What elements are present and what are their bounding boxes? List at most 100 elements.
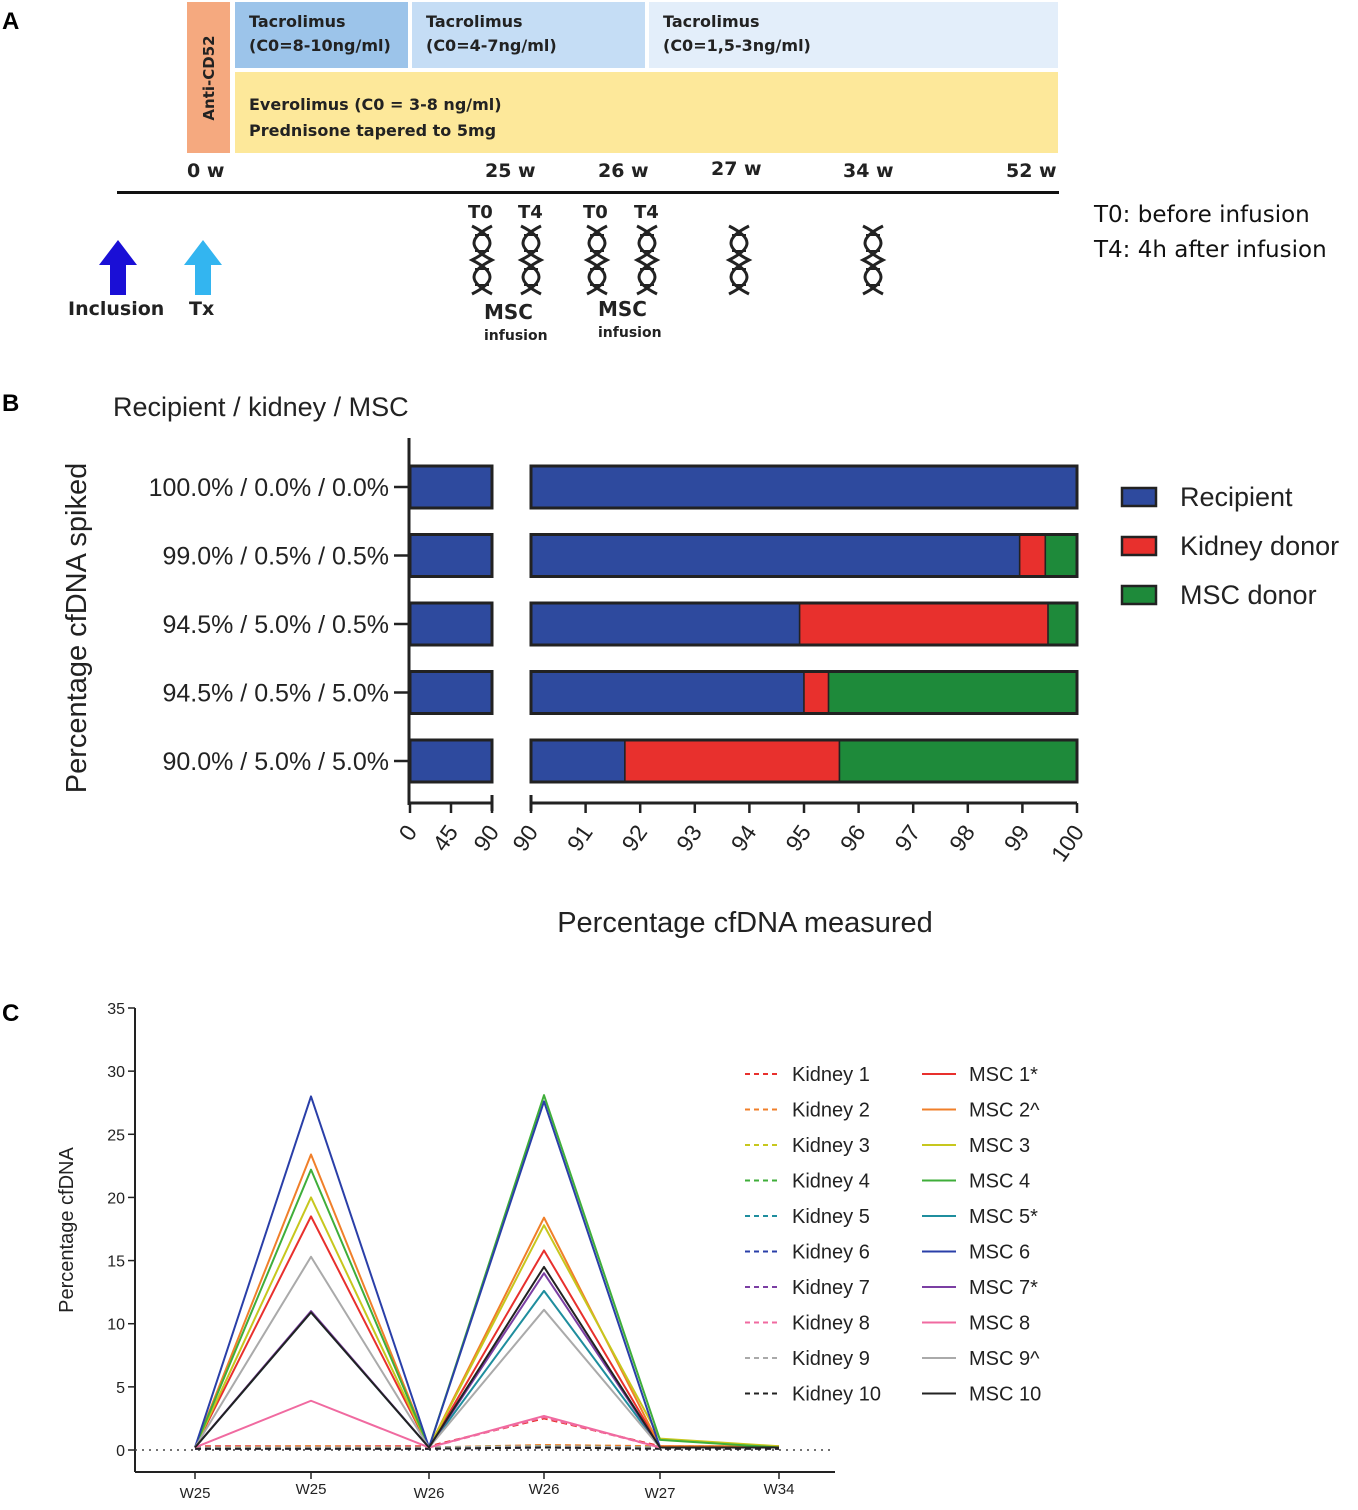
x-tick-label-left-0: 0 (393, 820, 422, 845)
bar-right-kidney-donor-2 (798, 602, 1049, 646)
x-tick-label-right-9: 99 (999, 820, 1035, 856)
legend-text-kidney-10: Kidney 10 (792, 1384, 881, 1406)
bar-right-msc-donor-4 (838, 739, 1078, 783)
tacrolimus-2-name: Tacrolimus (426, 12, 523, 31)
x-tick-label-right-3: 93 (671, 820, 707, 856)
series-line-msc-2 (194, 1153, 779, 1449)
bar-right-kidney-donor-4 (624, 739, 841, 783)
legend-text-msc-1: MSC 1* (969, 1064, 1038, 1086)
dna-icon-w26-t0 (585, 224, 609, 296)
legend-text-kidney-1: Kidney 1 (792, 1064, 870, 1086)
legend-t4: T4: 4h after infusion (1094, 237, 1327, 263)
chart-c-ylabel: Percentage cfDNA (56, 1147, 78, 1313)
week-label-27: 27 w (711, 158, 762, 180)
x-tick-label-right-8: 98 (944, 820, 980, 856)
legend-text-kidney-9: Kidney 9 (792, 1348, 870, 1370)
bar-right-recipient-3 (530, 670, 805, 715)
c-y-tick-label-3: 15 (107, 1254, 125, 1271)
tacrolimus-1-name: Tacrolimus (249, 12, 346, 31)
x-tick-label-right-6: 96 (835, 820, 871, 856)
anti-cd52-box: Anti-CD52 (187, 2, 230, 153)
bar-right-msc-donor-1 (1044, 533, 1078, 578)
legend-t0: T0: before infusion (1094, 202, 1310, 228)
week-label-34: 34 w (843, 160, 894, 182)
tacrolimus-3-level: (C0=1,5-3ng/ml) (663, 36, 811, 55)
legend-text-kidney-3: Kidney 3 (792, 1135, 870, 1157)
legend-text-msc-5: MSC 5* (969, 1206, 1038, 1228)
legend-text-kidney-8: Kidney 8 (792, 1313, 870, 1335)
msc-infusion-label-2: MSC (598, 297, 647, 321)
timeline-graphics (99, 224, 885, 296)
category-label-0: 100.0% / 0.0% / 0.0% (149, 474, 389, 502)
bar-right-recipient-2 (530, 602, 801, 646)
legend-text-kidney-5: Kidney 5 (792, 1206, 870, 1228)
tx-arrow-icon (184, 240, 222, 295)
bar-right-recipient-4 (530, 739, 626, 783)
x-tick-label-right-1: 91 (562, 820, 598, 856)
dna-icon-w34 (861, 224, 885, 296)
dna-icon-w26-t4 (635, 224, 659, 296)
chart-b-xlabel: Percentage cfDNA measured (557, 907, 933, 939)
tacrolimus-box-2: Tacrolimus (C0=4-7ng/ml) (412, 2, 645, 68)
dna-icon-w25-t0 (470, 224, 494, 296)
legend-label-recipient: Recipient (1180, 482, 1293, 512)
c-y-tick-label-7: 35 (107, 1001, 125, 1018)
inclusion-label: Inclusion (68, 298, 165, 320)
bar-left-recipient-3 (410, 671, 492, 714)
infusion-label-2: infusion (598, 325, 662, 341)
tacrolimus-box-3: Tacrolimus (C0=1,5-3ng/ml) (649, 2, 1058, 68)
series-line-msc-5 (194, 1289, 779, 1449)
category-label-2: 94.5% / 5.0% / 0.5% (162, 611, 389, 639)
t0-label-w26: T0 (583, 202, 608, 223)
legend-text-msc-10: MSC 10 (969, 1384, 1041, 1406)
x-tick-label-left-1: 45 (427, 820, 463, 856)
week-label-25: 25 w (485, 160, 536, 182)
x-tick-label-right-4: 94 (726, 820, 762, 856)
tx-label: Tx (189, 298, 215, 320)
bar-left-recipient-0 (410, 466, 492, 508)
bar-right-kidney-donor-3 (803, 670, 830, 715)
legend-text-msc-6: MSC 6 (969, 1242, 1030, 1264)
week-label-0: 0 w (187, 160, 225, 182)
tacrolimus-1-level: (C0=8-10ng/ml) (249, 36, 391, 55)
everolimus-box: Everolimus (C0 = 3-8 ng/ml) Prednisone t… (235, 72, 1058, 153)
c-x-tick-label-5: W34 (764, 1481, 795, 1498)
bar-right-msc-donor-3 (827, 670, 1078, 715)
c-y-tick-label-4: 20 (107, 1190, 125, 1207)
category-label-1: 99.0% / 0.5% / 0.5% (162, 543, 389, 571)
line-chart: Percentage cfDNA 0 5 10 15 20 25 30 35 W25 W25 W26… (56, 1001, 1041, 1502)
legend-text-kidney-4: Kidney 4 (792, 1171, 870, 1193)
panel-c-letter: C (2, 1000, 20, 1027)
c-x-tick-label-4: W27 (645, 1485, 676, 1502)
series-line-msc-3 (194, 1196, 780, 1449)
chart-b-ylabel: Percentage cfDNA spiked (61, 463, 93, 793)
c-y-tick-label-5: 25 (107, 1127, 125, 1144)
legend-swatch-recipient (1120, 486, 1158, 508)
bar-right-kidney-donor-1 (1018, 533, 1047, 578)
legend-text-msc-9: MSC 9^ (969, 1348, 1040, 1370)
week-label-52: 52 w (1006, 160, 1057, 182)
category-label-4: 90.0% / 5.0% / 5.0% (162, 748, 389, 776)
c-x-tick-label-3: W26 (529, 1481, 560, 1498)
tacrolimus-2-level: (C0=4-7ng/ml) (426, 36, 557, 55)
x-tick-label-right-10: 100 (1046, 820, 1089, 866)
x-tick-label-right-7: 97 (889, 820, 925, 856)
dna-icon-w27 (727, 224, 751, 296)
bar-right-recipient-1 (530, 533, 1021, 578)
stacked-bar-chart: Recipient / kidney / MSC Percentage cfDN… (61, 392, 1339, 939)
c-x-tick-label-2: W26 (414, 1485, 445, 1502)
legend-swatch-msc-donor (1120, 584, 1158, 606)
category-label-3: 94.5% / 0.5% / 5.0% (162, 680, 389, 708)
c-x-tick-label-1: W25 (296, 1481, 327, 1498)
bar-left-recipient-4 (410, 740, 492, 782)
legend-swatch-kidney-donor (1120, 535, 1158, 557)
bar-right-outline-4 (529, 738, 1079, 784)
infusion-label-1: infusion (484, 328, 548, 344)
series-line-msc-9 (194, 1255, 779, 1449)
legend-label-msc-donor: MSC donor (1180, 580, 1317, 610)
msc-infusion-label-1: MSC (484, 300, 533, 324)
bar-left-recipient-2 (410, 603, 492, 645)
legend-text-msc-3: MSC 3 (969, 1135, 1030, 1157)
t4-label-w25: T4 (518, 202, 543, 223)
panel-a-letter: A (2, 8, 20, 35)
